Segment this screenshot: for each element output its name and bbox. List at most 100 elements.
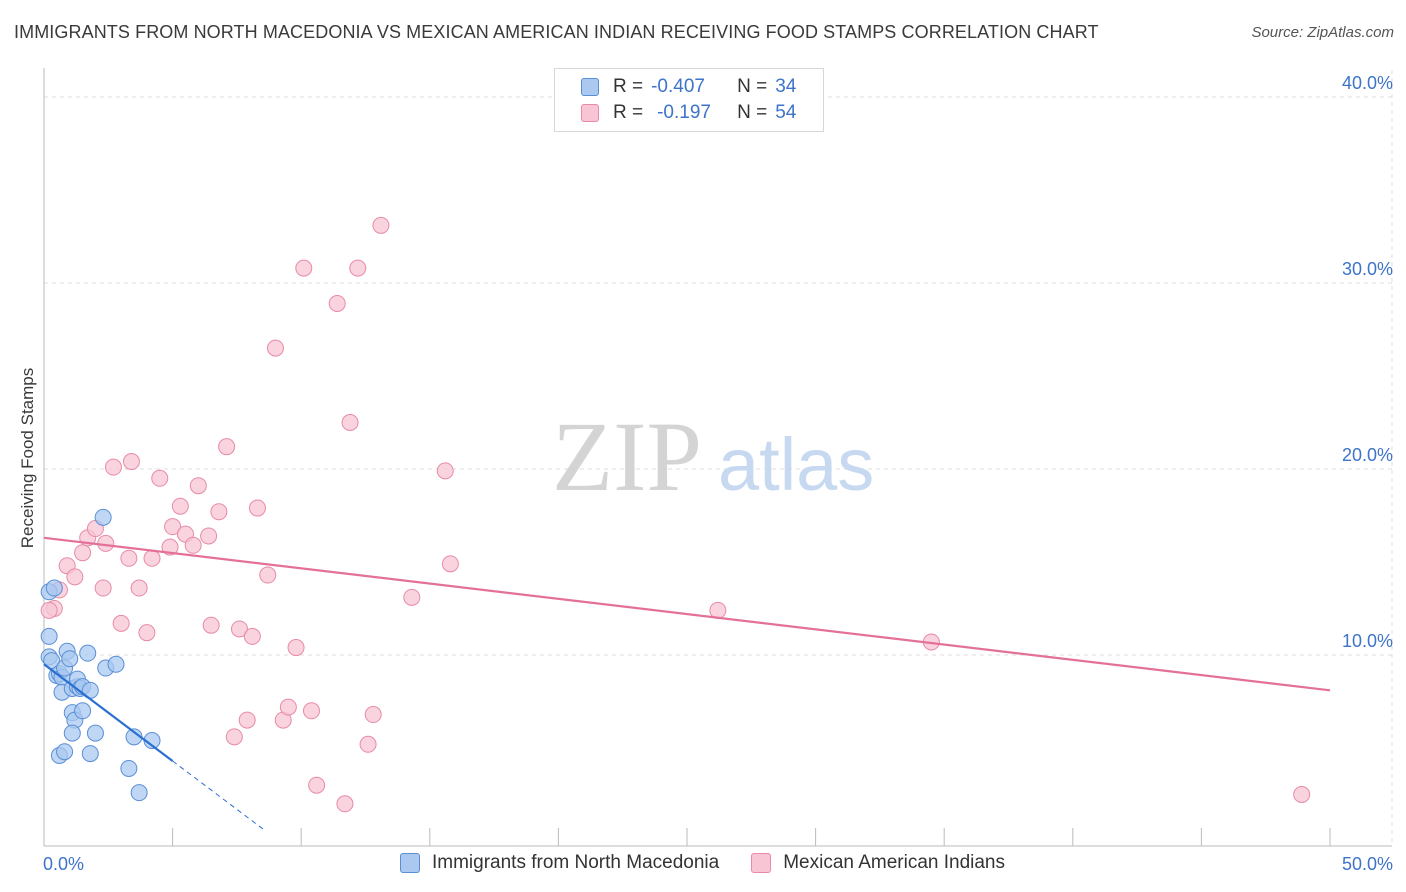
data-point-mexican-american-indians [328,294,346,312]
data-point-north-macedonia [94,508,112,526]
x-tick-label: 0.0% [43,854,84,874]
data-point-mexican-american-indians [279,698,297,716]
y-tick-label: 40.0% [1342,73,1393,93]
grid-lines [44,70,1393,846]
watermark: ZIP atlas [552,401,874,512]
data-point-mexican-american-indians [171,497,189,515]
data-point-mexican-american-indians [709,601,727,619]
data-point-mexican-american-indians [74,544,92,562]
data-point-mexican-american-indians [184,536,202,554]
legend-r-label: R = [613,102,644,123]
data-point-mexican-american-indians [210,503,228,521]
data-point-mexican-american-indians [130,579,148,597]
watermark-zip: ZIP [552,401,702,512]
trend-line-north-macedonia [43,663,174,762]
y-tick-labels: 10.0% 20.0% 30.0% 40.0% [1342,73,1393,651]
data-point-mexican-american-indians [364,706,382,724]
data-point-north-macedonia [86,724,104,742]
data-point-mexican-american-indians [189,477,207,495]
data-point-mexican-american-indians [151,469,169,487]
data-point-mexican-american-indians [40,601,58,619]
data-point-north-macedonia [130,784,148,802]
data-point-north-macedonia [120,759,138,777]
legend-r-label: R = [613,76,644,97]
data-point-mexican-american-indians [230,620,248,638]
data-point-north-macedonia [79,644,97,662]
data-point-mexican-american-indians [259,566,277,584]
stats-legend: R = -0.407 N = 34 R = -0.197 N = 54 [554,68,824,132]
y-tick-label: 10.0% [1342,631,1393,651]
data-point-north-macedonia [107,655,125,673]
trend-line-north-macedonia-extension [172,760,266,832]
data-point-mexican-american-indians [341,414,359,431]
series-label: Mexican American Indians [783,852,1005,873]
data-point-mexican-american-indians [308,776,326,794]
data-point-mexican-american-indians [1293,786,1311,803]
x-tick-labels: 0.0% 50.0% [43,854,1393,874]
data-point-north-macedonia [40,627,58,645]
series-legend-north-macedonia[interactable]: Immigrants from North Macedonia [400,852,719,874]
series-swatch-pink [751,853,772,873]
source-credit: Source: ZipAtlas.com [1251,24,1394,41]
data-point-north-macedonia [45,579,63,597]
x-tick-label: 50.0% [1342,854,1393,874]
data-point-north-macedonia [81,745,99,763]
watermark-atlas: atlas [718,423,874,506]
trend-lines [43,536,1331,832]
legend-swatch-pink [581,104,599,122]
data-point-mexican-american-indians [287,639,305,657]
axes [43,68,1392,847]
data-point-mexican-american-indians [295,259,313,277]
chart-title: IMMIGRANTS FROM NORTH MACEDONIA VS MEXIC… [14,22,1099,42]
data-point-north-macedonia [56,743,74,761]
data-point-north-macedonia [61,650,79,668]
y-tick-label: 20.0% [1342,445,1393,465]
data-point-mexican-american-indians [359,735,377,753]
legend-n-value: 34 [775,76,797,97]
series-swatch-blue [400,853,420,873]
data-point-mexican-american-indians [164,518,182,536]
legend-n-label: N = [737,76,768,97]
mexican-american-indians-points [40,216,1311,813]
data-point-mexican-american-indians [266,339,284,357]
data-point-mexican-american-indians [248,499,266,517]
series-label: Immigrants from North Macedonia [432,852,720,873]
data-point-mexican-american-indians [243,627,261,645]
data-point-mexican-american-indians [66,568,84,586]
data-point-mexican-american-indians [161,538,179,556]
data-point-mexican-american-indians [143,549,161,567]
legend-r-value: -0.407 [651,76,705,97]
data-point-mexican-american-indians [441,555,459,573]
legend-row-mexican-american-indians: R = -0.197 N = 54 [581,101,796,125]
data-point-mexican-american-indians [122,453,140,471]
data-point-mexican-american-indians [336,795,354,813]
data-point-mexican-american-indians [372,216,390,234]
data-point-mexican-american-indians [238,711,256,729]
trend-line-mexican-american-indians [43,536,1331,692]
legend-n-label: N = [737,102,768,123]
north-macedonia-points [40,508,161,802]
series-legend-mexican-american-indians[interactable]: Mexican American Indians [751,852,1005,874]
data-point-mexican-american-indians [112,614,130,632]
legend-n-value: 54 [775,102,797,123]
data-point-mexican-american-indians [302,702,320,720]
data-point-mexican-american-indians [349,259,367,277]
y-tick-label: 30.0% [1342,259,1393,279]
data-point-north-macedonia [43,652,61,670]
data-point-mexican-american-indians [138,624,156,642]
data-point-mexican-american-indians [218,438,236,456]
series-legend: Immigrants from North Macedonia Mexican … [400,852,1037,874]
data-point-mexican-american-indians [94,579,112,597]
legend-r-value: -0.197 [657,102,711,123]
legend-row-north-macedonia: R = -0.407 N = 34 [581,75,796,99]
data-point-north-macedonia [74,702,92,720]
data-point-mexican-american-indians [225,728,243,746]
data-point-mexican-american-indians [202,616,220,634]
legend-swatch-blue [581,78,599,96]
data-point-mexican-american-indians [104,458,122,476]
data-point-mexican-american-indians [200,527,218,545]
data-point-mexican-american-indians [436,462,454,480]
data-point-north-macedonia [63,724,81,742]
data-point-mexican-american-indians [120,549,138,567]
